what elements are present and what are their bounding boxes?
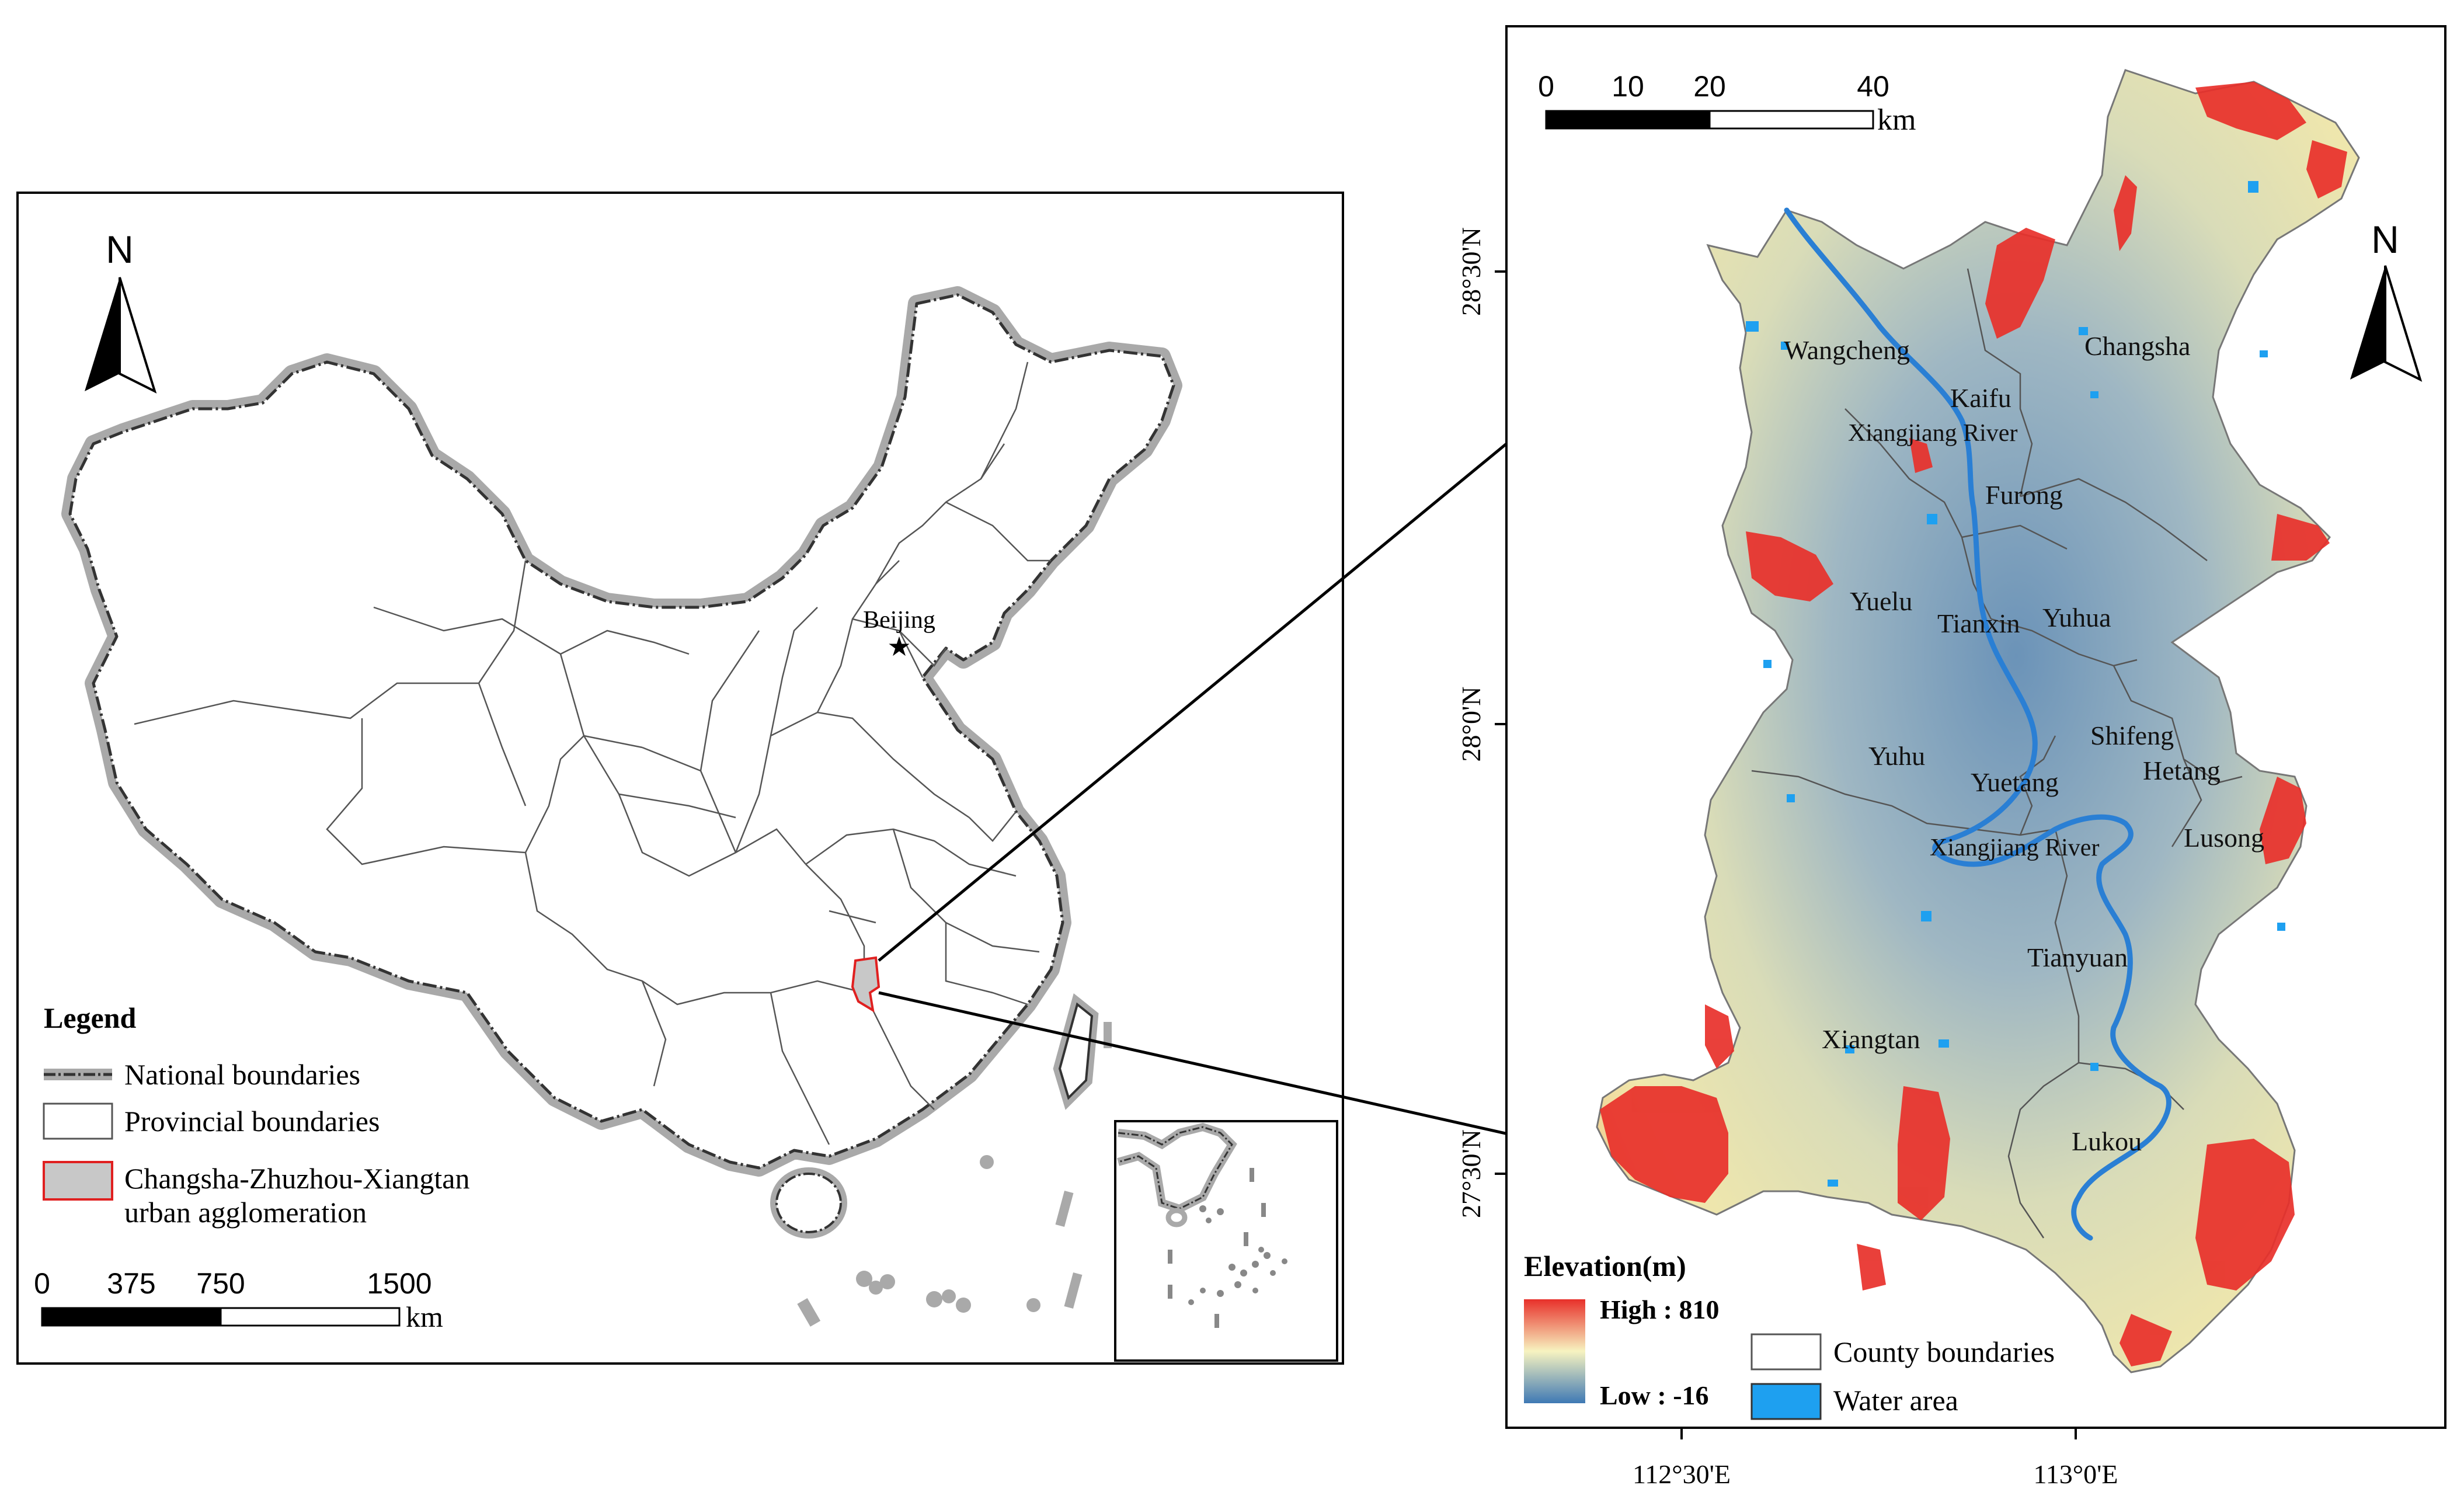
china-map-panel: ★ Beijing N [16,192,1344,1365]
legend-provincial-symbol [43,1102,113,1140]
label-wangcheng: Wangcheng [1784,335,1910,365]
label-hetang: Hetang [2143,756,2221,785]
lon-label-112-30: 112°30'E [1633,1459,1731,1489]
lat-label-28-0: 28°0'N [1456,687,1486,762]
county-boundaries [1751,268,2243,1239]
provincial-boundaries [134,361,1051,1145]
label-tianxin: Tianxin [1937,608,2020,638]
label-kaifu: Kaifu [1950,383,2011,413]
label-yuelu: Yuelu [1850,586,1912,616]
south-china-sea-inset [1114,1120,1338,1362]
scale-tick-375: 375 [107,1267,155,1300]
scale-tick-750: 750 [196,1267,245,1300]
study-area-highlight [851,956,881,1013]
legend-provincial-label: Provincial boundaries [124,1105,380,1138]
dem-scale-tick-0: 0 [1538,70,1554,103]
china-scale-bar: 0 375 750 1500 km [34,1267,443,1333]
water-area-symbol [1750,1383,1822,1420]
legend-agglomeration-label-1: Changsha-Zhuzhou-Xiangtan [124,1162,470,1195]
north-arrow-label-right: N [2371,218,2399,261]
high-elevation-areas [1600,82,2347,1366]
label-river-south: Xiangjiang River [1930,834,2099,861]
elevation-high-label: High : 810 [1600,1295,1719,1324]
scale-unit-left: km [406,1300,443,1333]
dem-map-panel: 28°30'N 28°0'N 27°30'N 112°30'E 113°0'E [1456,25,2446,1489]
north-arrow-label-left: N [106,228,134,271]
north-arrow-icon-right [2350,265,2423,382]
elevation-legend-title: Elevation(m) [1524,1250,1686,1282]
legend-national-label: National boundaries [124,1058,360,1091]
lat-label-27-30: 27°30'N [1456,1129,1486,1218]
elevation-color-ramp [1524,1299,1585,1403]
lat-ticks [1495,270,2077,1439]
scale-tick-1500: 1500 [367,1267,431,1300]
label-changsha: Changsha [2084,331,2190,361]
beijing-label: Beijing [863,607,935,634]
dem-scale-tick-10: 10 [1612,70,1644,103]
label-river-north: Xiangjiang River [1848,420,2017,447]
elevation-low-label: Low : -16 [1600,1380,1709,1410]
study-area-dem [1596,69,2360,1373]
scale-tick-0: 0 [34,1267,50,1300]
county-boundary-label: County boundaries [1833,1335,2055,1368]
label-yuhua: Yuhua [2042,603,2111,632]
connector-line-bottom [878,991,1595,1155]
label-yuhu: Yuhu [1868,741,1925,771]
label-lusong: Lusong [2184,823,2264,853]
county-boundary-symbol [1750,1333,1822,1371]
dem-scale-unit: km [1877,103,1916,137]
label-xiangtan: Xiangtan [1822,1024,1920,1054]
water-bodies [1746,181,2285,1187]
label-lukou: Lukou [2072,1126,2142,1156]
china-legend: Legend National boundaries Provincial bo… [43,1001,470,1229]
lat-label-28-30: 28°30'N [1456,227,1486,316]
hainan-island-line [775,1173,842,1233]
xiangjiang-river [1784,207,2171,1241]
district-labels: Wangcheng Changsha Kaifu Furong Yuelu Ti… [1784,331,2264,1156]
elevation-legend: Elevation(m) High : 810 Low : -16 County… [1524,1250,2055,1420]
dem-scale-tick-40: 40 [1857,70,1889,103]
china-national-boundary [68,293,1175,1170]
legend-title: Legend [44,1001,137,1034]
dem-scale-tick-20: 20 [1693,70,1726,103]
taiwan-island-line [1058,1002,1094,1100]
north-arrow-icon-left [85,277,157,394]
label-yuetang: Yuetang [1971,767,2059,797]
legend-agglomeration-symbol [43,1161,113,1201]
label-furong: Furong [1985,480,2063,510]
dem-scale-bar: 0 10 20 40 km [1538,70,1916,137]
legend-agglomeration-label-2: urban agglomeration [124,1196,367,1229]
label-shifeng: Shifeng [2090,721,2174,750]
label-tianyuan: Tianyuan [2027,942,2128,972]
lon-label-113-0: 113°0'E [2033,1459,2118,1489]
south-sea-islands [797,1022,1112,1327]
water-area-label: Water area [1833,1384,1958,1417]
beijing-star-icon: ★ [887,632,911,662]
